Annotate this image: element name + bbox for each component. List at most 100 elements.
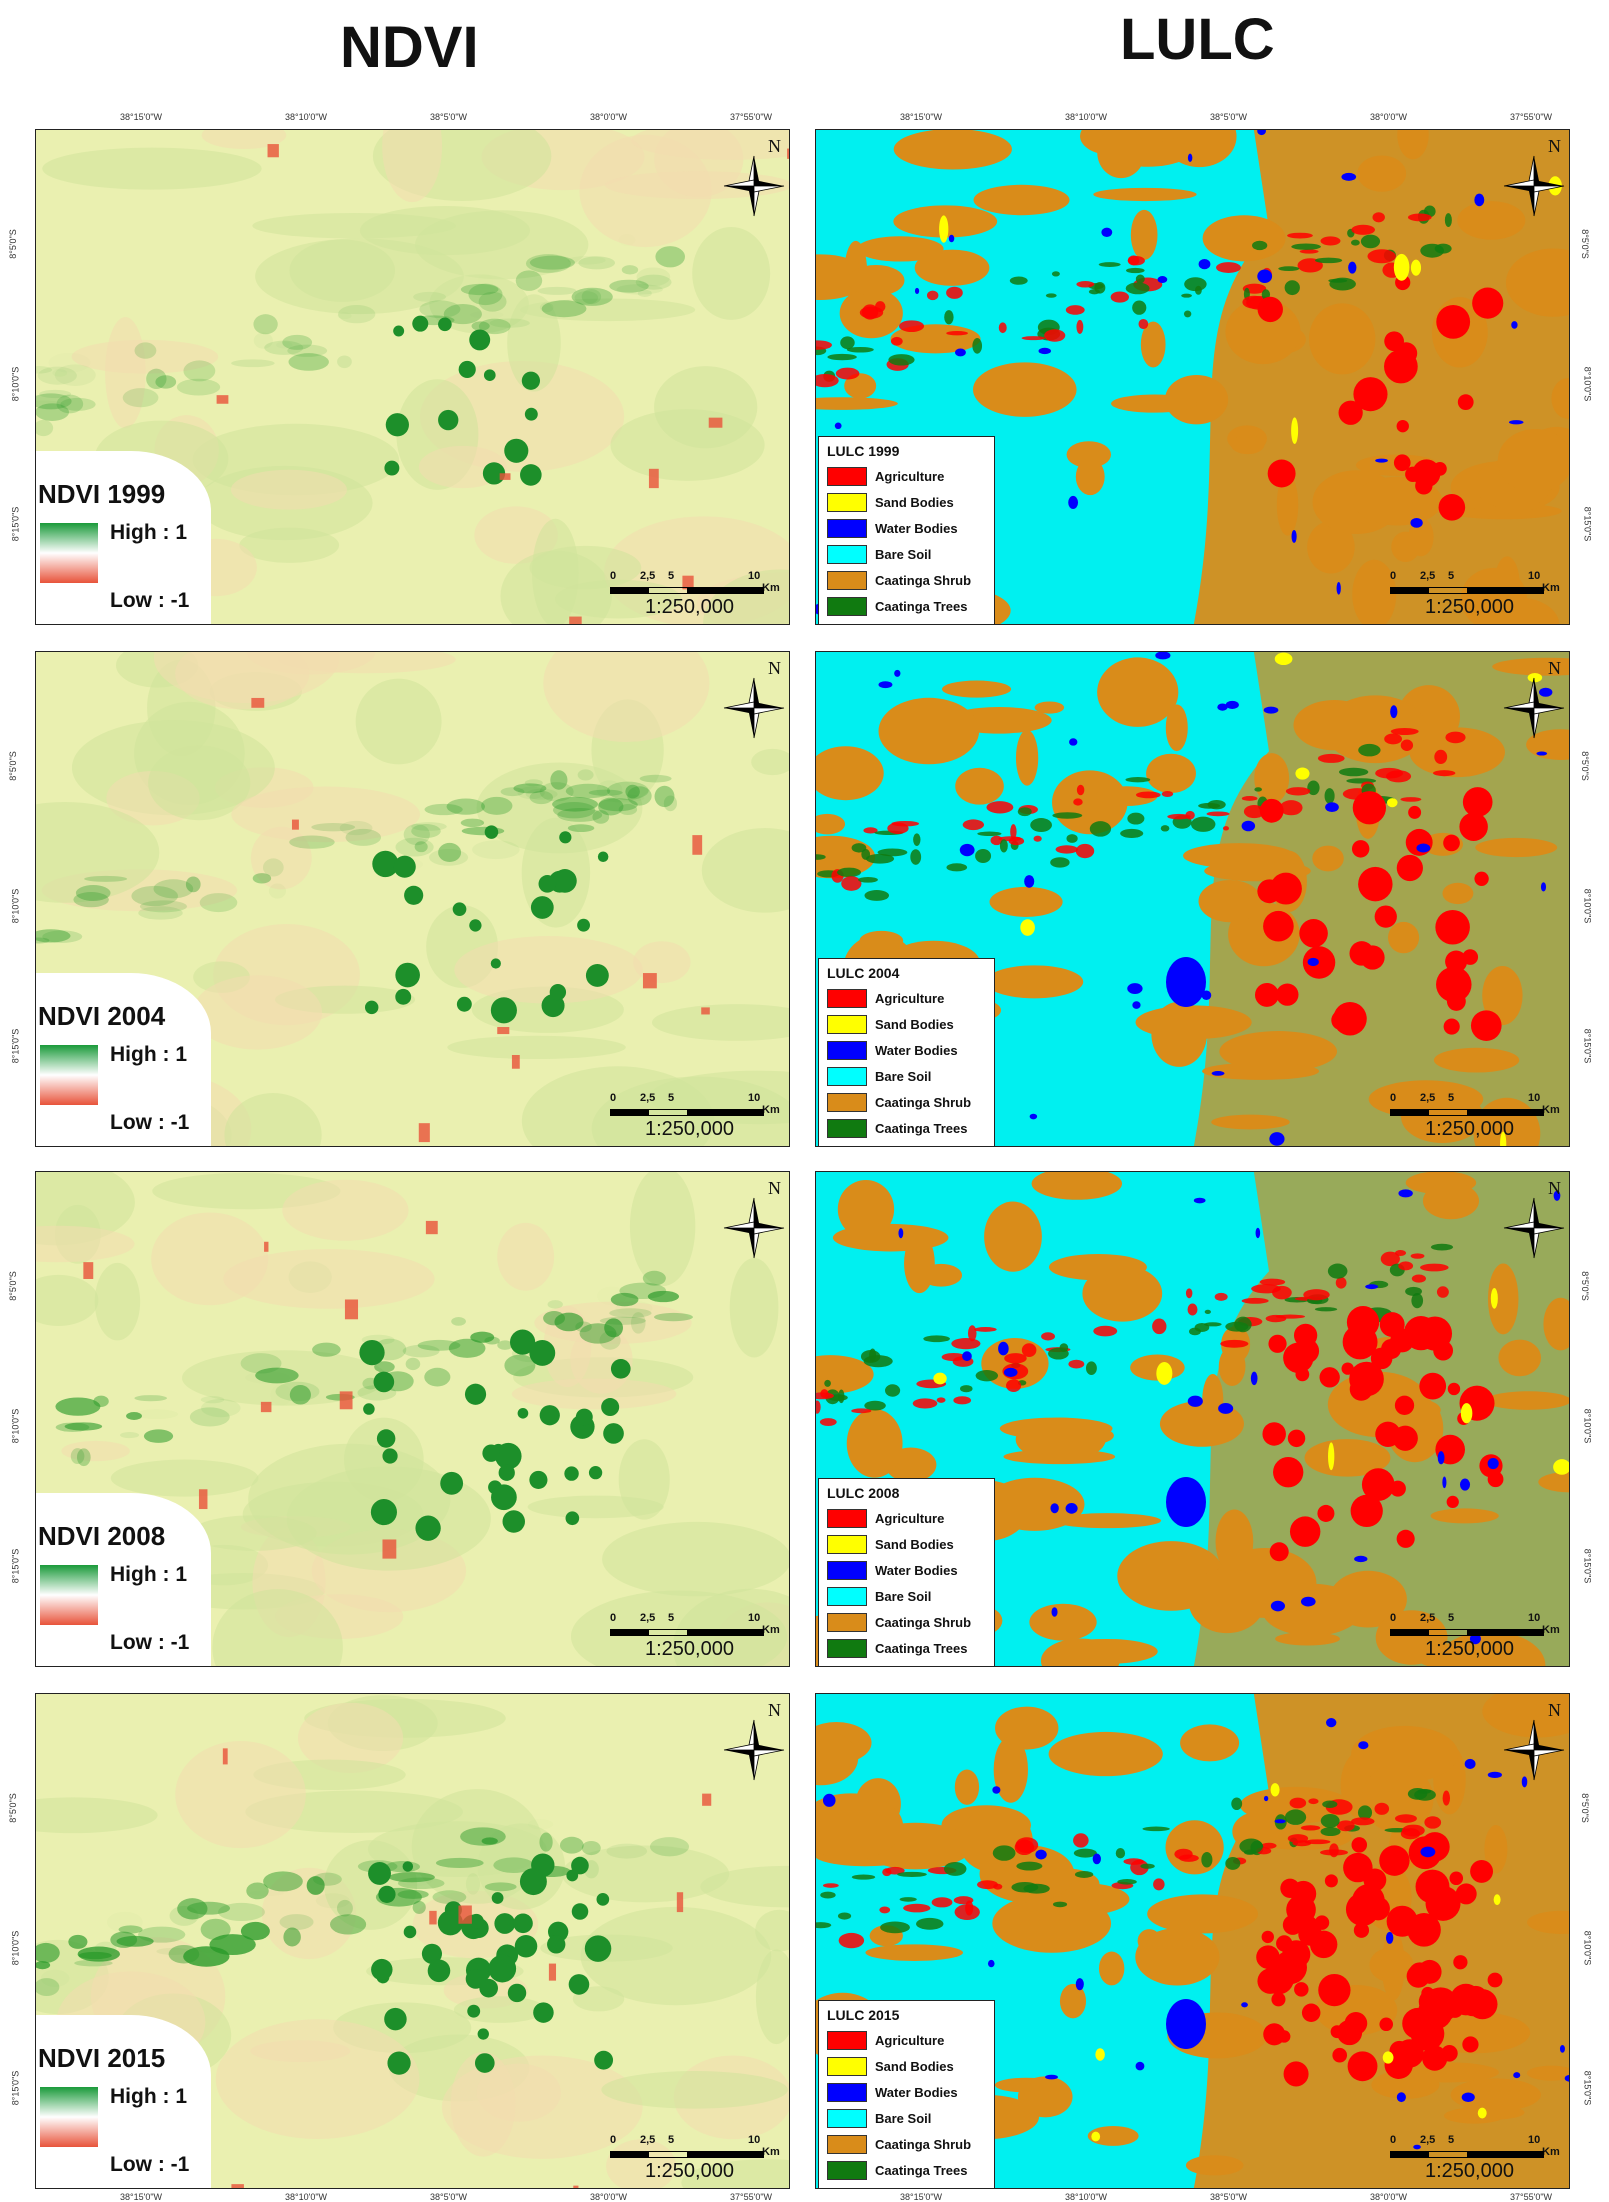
scale-unit: Km [762, 582, 780, 594]
legend-item: Caatinga Shrub [819, 567, 994, 593]
coord-label-top: 38°10'0"W [1065, 112, 1108, 122]
coord-label-bottom: 37°55'0"W [1510, 2192, 1553, 2202]
coord-label-top: 38°0'0"W [1370, 112, 1408, 122]
lulc-legend-title: LULC 1999 [827, 443, 900, 459]
legend-item: Agriculture [819, 1505, 994, 1531]
lulc-legend-title: LULC 2008 [827, 1485, 900, 1501]
scale-ratio: 1:250,000 [1425, 2160, 1514, 2182]
legend-swatch [827, 988, 867, 1008]
ndvi-legend-title: NDVI 2015 [38, 2043, 166, 2073]
scale-tick-label: 5 [1448, 1092, 1455, 1104]
coord-label-bottom: 38°15'0"W [900, 2192, 943, 2202]
scale-unit: Km [762, 2146, 780, 2158]
coord-label-right: 8°15'0"S [1582, 2070, 1593, 2106]
legend-swatch [827, 1014, 867, 1034]
scale-tick-label: 10 [1528, 2134, 1541, 2146]
coord-label-left: 8°5'0"S [7, 1271, 18, 1301]
coord-label-top: 38°5'0"W [1210, 112, 1248, 122]
legend-item: Water Bodies [819, 2079, 994, 2105]
scale-tick-label: 5 [668, 1612, 675, 1624]
north-label: N [1548, 1700, 1561, 1720]
legend-swatch [827, 2030, 867, 2050]
scale-tick-label: 2,5 [1420, 1092, 1436, 1104]
north-arrow-icon: N [1503, 136, 1565, 217]
scale-tick-label: 0 [1390, 2134, 1397, 2146]
legend-item: Caatinga Trees [819, 593, 994, 619]
legend-label: Water Bodies [875, 1042, 958, 1058]
lulc-legend-title: LULC 2015 [827, 2007, 900, 2023]
coord-label-bottom: 38°5'0"W [1210, 2192, 1248, 2202]
legend-item: Agriculture [819, 2027, 994, 2053]
coord-label-top: 37°55'0"W [730, 112, 773, 122]
scale-tick-label: 2,5 [640, 1612, 656, 1624]
scale-unit: Km [1542, 1624, 1560, 1636]
scale-bar: 0 2,5 5 10 Km 1:250,000 [610, 570, 780, 620]
scale-tick-label: 5 [1448, 1612, 1455, 1624]
north-arrow-icon: N [1503, 1700, 1565, 1781]
legend-label: Caatinga Shrub [875, 572, 972, 588]
ndvi-color-ramp [40, 1045, 98, 1105]
legend-label: Sand Bodies [875, 1536, 954, 1552]
legend-item: Agriculture [819, 463, 994, 489]
legend-label: Bare Soil [875, 546, 932, 562]
ndvi-legend-low: Low : -1 [110, 2153, 190, 2176]
lulc-column-title: LULC [1120, 7, 1275, 72]
scale-tick-label: 2,5 [640, 1092, 656, 1104]
scale-tick-label: 2,5 [1420, 2134, 1436, 2146]
coord-label-left: 8°10'0"S [10, 1930, 21, 1966]
scale-ratio: 1:250,000 [645, 2160, 734, 2182]
coord-label-left: 8°15'0"S [10, 1548, 21, 1584]
ndvi-legend: NDVI 2008 High : 1 Low : -1 [36, 1493, 211, 1666]
coord-label-top: 37°55'0"W [1510, 112, 1553, 122]
coord-label-top: 38°15'0"W [900, 112, 943, 122]
coord-label-right: 8°10'0"S [1582, 1930, 1593, 1966]
legend-item: Caatinga Trees [819, 1635, 994, 1661]
lulc-legend: LULC 2015 Agriculture Sand Bodies Water Bod… [818, 2000, 995, 2188]
coord-label-left: 8°15'0"S [10, 506, 21, 542]
legend-item: Sand Bodies [819, 1011, 994, 1037]
legend-item: Caatinga Shrub [819, 2131, 994, 2157]
scale-tick-label: 2,5 [640, 570, 656, 582]
scale-bar: 0 2,5 5 10 Km 1:250,000 [1390, 1092, 1560, 1142]
scale-tick-label: 5 [1448, 2134, 1455, 2146]
lulc-map-panel: N 0 2,5 5 10 Km 1:250,000 LULC 2015 Agriculture S… [815, 1693, 1570, 2189]
coord-label-right: 8°10'0"S [1582, 1408, 1593, 1444]
coord-label-right: 8°5'0"S [1579, 1271, 1590, 1301]
coord-label-right: 8°15'0"S [1582, 1028, 1593, 1064]
scale-tick-label: 2,5 [1420, 1612, 1436, 1624]
coord-label-left: 8°10'0"S [10, 888, 21, 924]
scale-tick-label: 0 [610, 1612, 617, 1624]
legend-swatch [827, 596, 867, 616]
scale-tick-label: 0 [1390, 1612, 1397, 1624]
legend-swatch [827, 518, 867, 538]
legend-swatch [827, 1118, 867, 1138]
coord-label-top: 38°0'0"W [590, 112, 628, 122]
north-label: N [1548, 136, 1561, 156]
north-arrow-icon: N [723, 658, 785, 739]
lulc-map-panel: N 0 2,5 5 10 Km 1:250,000 LULC 1999 Agriculture S… [815, 129, 1570, 625]
scale-unit: Km [1542, 2146, 1560, 2158]
ndvi-legend-high: High : 1 [110, 521, 187, 544]
ndvi-legend-high: High : 1 [110, 1563, 187, 1586]
ndvi-legend-low: Low : -1 [110, 589, 190, 612]
coord-label-top: 38°5'0"W [430, 112, 468, 122]
north-arrow-icon: N [723, 136, 785, 217]
scale-tick-label: 10 [748, 1092, 761, 1104]
coord-label-right: 8°5'0"S [1579, 751, 1590, 781]
legend-swatch [827, 1040, 867, 1060]
scale-ratio: 1:250,000 [645, 596, 734, 618]
ndvi-color-ramp [40, 2087, 98, 2147]
scale-bar: 0 2,5 5 10 Km 1:250,000 [1390, 1612, 1560, 1662]
legend-swatch [827, 2134, 867, 2154]
coord-label-bottom: 38°0'0"W [590, 2192, 628, 2202]
coord-label-bottom: 38°10'0"W [285, 2192, 328, 2202]
coord-label-left: 8°5'0"S [7, 229, 18, 259]
scale-bar: 0 2,5 5 10 Km 1:250,000 [1390, 570, 1560, 620]
scale-tick-label: 0 [1390, 570, 1397, 582]
north-arrow-icon: N [723, 1178, 785, 1259]
north-label: N [768, 658, 781, 678]
ndvi-map-panel: N 0 2,5 5 10 Km 1:250,000 NDVI 1999 High : 1 Low … [35, 129, 790, 625]
legend-swatch [827, 1638, 867, 1658]
ndvi-color-ramp [40, 1565, 98, 1625]
scale-tick-label: 10 [748, 1612, 761, 1624]
